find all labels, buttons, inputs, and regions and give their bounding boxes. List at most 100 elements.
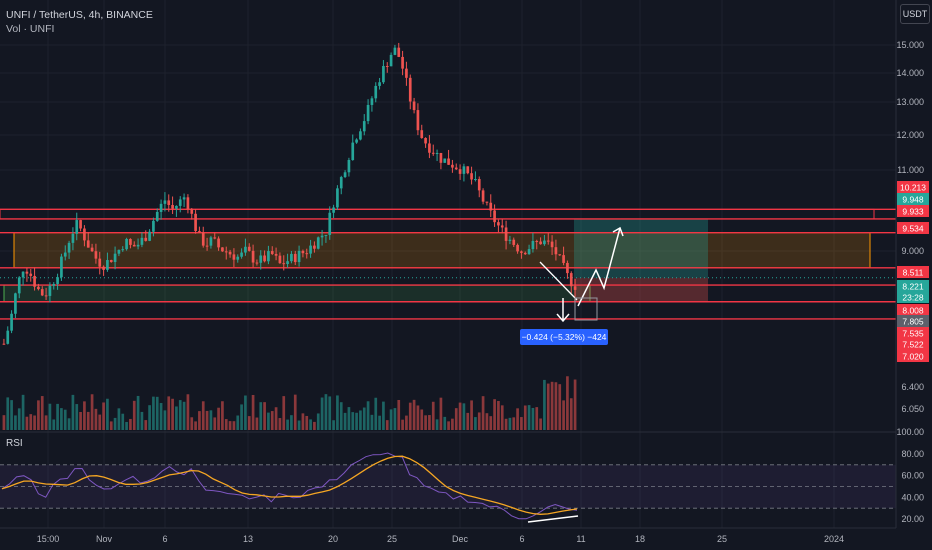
candle-body (48, 285, 52, 296)
volume-bar (167, 396, 171, 430)
candle-body (343, 172, 347, 178)
candle-body (86, 240, 90, 248)
candle-body (129, 238, 132, 245)
candle-body (67, 242, 71, 253)
volume-bar (102, 402, 105, 430)
candle-body (527, 249, 531, 255)
candle-body (148, 231, 151, 241)
volume-bar (2, 415, 6, 430)
candle-body (508, 239, 512, 241)
long-stop-zone (574, 277, 708, 302)
candle-body (397, 47, 401, 57)
volume-bar (286, 419, 289, 430)
candle-body (462, 166, 466, 174)
volume-bar (301, 413, 305, 430)
volume-bar (443, 416, 447, 430)
volume-bar (98, 414, 102, 430)
candle-body (500, 225, 504, 228)
rsi-tick-label: 100.00 (896, 427, 924, 437)
volume-bar (385, 420, 389, 430)
candle-body (56, 277, 59, 284)
symbol-title[interactable]: UNFI / TetherUS, 4h, BINANCE (6, 9, 153, 21)
volume-bar (401, 419, 404, 430)
price-marker-label: 23:28 (902, 293, 924, 303)
candle-body (247, 246, 251, 251)
volume-bar (194, 421, 197, 430)
volume-bar (523, 405, 527, 430)
candle-body (351, 142, 355, 161)
candle-body (324, 234, 328, 236)
resistance-box (0, 208, 875, 220)
candle-body (543, 240, 546, 245)
volume-bar (351, 412, 355, 430)
volume-bar (454, 408, 458, 430)
volume-bar (328, 396, 332, 430)
candle-body (178, 199, 182, 206)
volume-bar (152, 396, 155, 430)
volume-bar (458, 402, 462, 430)
volume-bar (497, 400, 500, 430)
candle-body (240, 252, 243, 257)
candle-body (531, 240, 535, 250)
volume-bar (290, 415, 293, 430)
candle-body (121, 249, 125, 251)
volume-bar (75, 404, 79, 430)
candle-body (194, 213, 197, 232)
volume-bar (431, 401, 435, 430)
candle-body (454, 167, 458, 170)
volume-bar (270, 411, 274, 430)
support-zone (3, 284, 591, 303)
volume-bar (500, 405, 504, 430)
volume-bar (201, 401, 205, 430)
volume-bar (171, 398, 174, 430)
candle-body (113, 253, 117, 263)
candle-body (412, 101, 416, 111)
volume-bar (232, 421, 236, 430)
candle-body (201, 232, 205, 246)
candle-body (25, 271, 29, 274)
price-tick-label: 9.000 (901, 246, 924, 256)
volume-bar (485, 413, 489, 430)
price-marker-badge (897, 193, 929, 205)
volume-bar (508, 417, 512, 430)
volume-bar (424, 415, 427, 430)
chart-legend: UNFI / TetherUS, 4h, BINANCE Vol · UNFI (6, 8, 153, 36)
candle-body (562, 255, 565, 263)
rsi-label: RSI (6, 438, 23, 449)
candle-body (497, 222, 500, 226)
volume-bar (14, 415, 17, 430)
volume-bar (71, 394, 75, 430)
volume-bar (309, 419, 312, 430)
down-trendline (539, 261, 578, 301)
volume-bar (228, 421, 232, 430)
volume-bar (94, 408, 98, 430)
volume-bar (316, 413, 320, 430)
volume-bar (67, 418, 71, 430)
volume-bar (190, 417, 194, 430)
price-marker-badge (897, 315, 929, 327)
volume-bar (504, 418, 508, 430)
candle-body (297, 250, 301, 263)
candle-body (251, 250, 255, 263)
price-tick-label: 6.050 (901, 404, 924, 414)
volume-bar (25, 416, 29, 430)
candle-body (481, 190, 485, 202)
candle-body (569, 273, 573, 287)
volume-bar (144, 420, 148, 430)
volume-bar (217, 407, 220, 430)
volume-bar (125, 421, 128, 430)
currency-button[interactable]: USDT (900, 4, 930, 24)
volume-bar (562, 400, 565, 430)
price-marker-label: 9.534 (902, 224, 924, 234)
volume-bar (332, 420, 335, 430)
candle-body (132, 244, 136, 247)
volume-bar (163, 410, 167, 430)
candle-body (152, 220, 155, 232)
candle-body (355, 139, 358, 143)
volume-bar (205, 410, 209, 430)
price-tick-label: 12.000 (896, 130, 924, 140)
volume-bar (378, 415, 381, 430)
price-marker-badge (897, 205, 929, 217)
volume-bar (374, 397, 378, 430)
